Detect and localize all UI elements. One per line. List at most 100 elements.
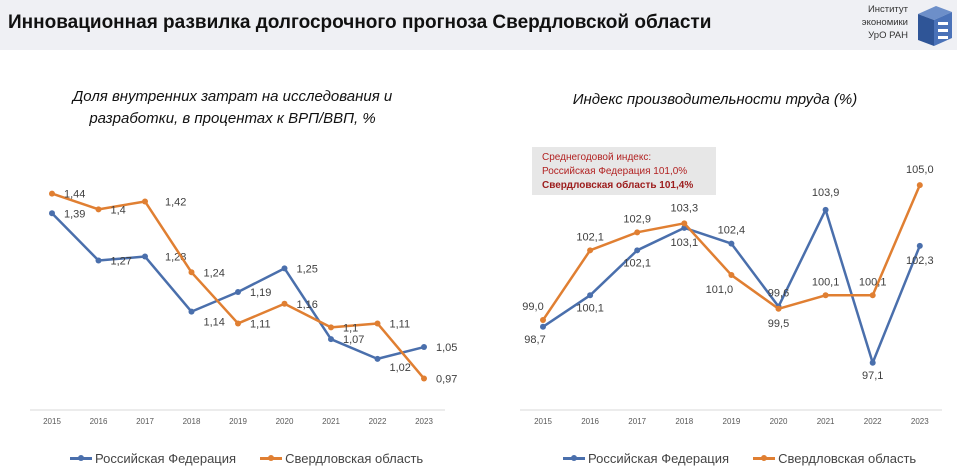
data-point [869,359,876,366]
x-tick-label: 2018 [183,417,201,426]
data-label: 1,02 [390,362,411,374]
data-label: 1,19 [250,287,271,299]
x-tick-label: 2023 [911,417,929,426]
x-tick-label: 2022 [864,417,882,426]
data-label: 1,42 [165,196,186,208]
data-label: 1,11 [390,318,411,330]
logo-line: УрО РАН [868,30,908,41]
legend-label: Свердловская область [778,451,917,466]
data-point [587,292,594,299]
data-label: 103,9 [812,187,840,199]
data-point [634,229,641,236]
data-point [421,344,427,351]
data-point [869,292,876,299]
logo-line: экономики [861,17,908,28]
data-label: 1,25 [297,263,318,275]
data-point [328,324,334,331]
summary-line-bold: Свердловская область 101,4% [542,180,694,191]
data-point [916,182,923,189]
data-label: 102,1 [623,257,651,269]
data-label: 1,11 [250,318,271,330]
data-point [235,320,241,327]
data-point [328,336,334,343]
data-point [681,220,688,227]
data-label: 1,27 [111,255,132,267]
legend-item-sv: Свердловская область [753,451,916,466]
summary-line: Среднегодовой индекс: [542,152,652,163]
data-point [49,190,55,197]
x-tick-label: 2019 [723,417,741,426]
data-label: 99,6 [768,288,789,300]
legend-line-icon [563,455,585,461]
data-point [540,317,546,324]
data-point [587,247,594,254]
data-point [775,305,782,312]
data-label: 102,9 [623,213,651,225]
x-tick-label: 2018 [675,417,693,426]
data-label: 100,1 [859,276,887,288]
data-label: 1,1 [343,322,358,334]
chart1-title-line: Доля внутренних затрат на исследования и [72,88,393,105]
data-point [188,269,195,276]
data-point [822,206,829,213]
data-point [142,198,148,205]
data-point [95,257,102,264]
data-label: 97,1 [862,370,883,382]
data-label: 1,24 [204,267,225,279]
data-point [634,247,641,254]
data-point [728,240,735,247]
x-tick-label: 2022 [369,417,387,426]
x-tick-label: 2019 [229,417,247,426]
chart1-title: Доля внутренних затрат на исследования и… [40,86,425,130]
data-point [49,210,55,217]
x-tick-label: 2016 [581,417,599,426]
data-point [95,206,102,213]
data-point [374,355,381,362]
x-tick-label: 2021 [322,417,340,426]
logo-line: Институт [867,4,908,15]
data-point [235,288,241,295]
data-point [281,265,288,272]
legend-label: Российская Федерация [588,451,730,466]
x-tick-label: 2015 [43,417,61,426]
summary-line: Российская Федерация 101,0% [542,166,688,177]
data-label: 102,1 [576,231,604,243]
data-label: 100,1 [576,302,604,314]
series-line-sverdlovsk [51,192,425,380]
data-label: 100,1 [812,276,840,288]
data-label: 1,14 [204,317,225,329]
x-tick-label: 2017 [628,417,646,426]
page-title: Инновационная развилка долгосрочного про… [8,12,712,33]
chart2-title: Индекс производительности труда (%) [572,91,858,108]
data-label: 105,0 [906,164,934,176]
data-point [916,242,923,249]
data-label: 1,39 [64,208,85,220]
x-tick-label: 2021 [817,417,835,426]
data-label: 103,1 [671,237,699,249]
data-label: 99,5 [768,318,789,330]
x-tick-label: 2020 [770,417,788,426]
x-tick-label: 2016 [90,417,108,426]
data-label: 1,4 [111,204,126,216]
chart1-title-line: разработки, в процентах к ВРП/ВВП, % [89,110,376,127]
data-point [142,253,148,260]
legend-item-sv: Свердловская область [260,451,423,466]
legend-label: Свердловская область [285,451,424,466]
data-label: 101,0 [706,284,734,296]
data-label: 1,05 [436,342,457,354]
data-point [281,300,288,307]
data-point [374,320,381,327]
header-bar [0,0,957,50]
series-line-sverdlovsk [541,184,921,321]
legend-line-icon [753,455,776,461]
data-label: 98,7 [524,334,545,346]
legend-line-icon [260,455,283,461]
legend-item-rf: Российская Федерация [70,451,236,466]
chart1-legend: Российская Федерация Свердловская област… [70,451,447,466]
series-line-russia [51,212,425,361]
data-label: 1,07 [343,334,364,346]
data-label: 1,16 [297,299,318,311]
data-label: 1,44 [64,189,85,201]
legend-line-icon [70,455,92,461]
data-label: 103,3 [671,202,699,214]
